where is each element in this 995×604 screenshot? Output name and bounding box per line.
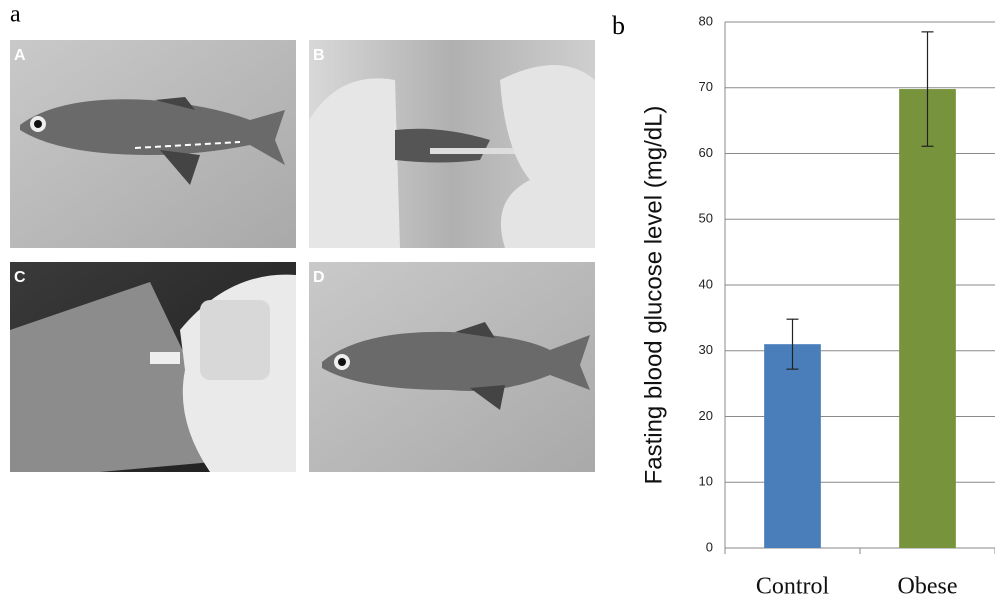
photo-label: D [313, 269, 325, 286]
photo [10, 40, 296, 248]
y-tick-label: 80 [699, 13, 713, 28]
photo [309, 40, 595, 248]
figure-canvas: a b A B C D 0 10 20 30 40 50 60 70 80 Fasting blood g… [0, 0, 995, 604]
panel-letter: b [612, 11, 625, 40]
photo-label: B [313, 47, 325, 64]
photo [309, 262, 595, 472]
y-tick-label: 60 [699, 145, 713, 160]
y-tick-label: 40 [699, 276, 713, 291]
photo-label: A [14, 47, 26, 64]
figure: a b A B C D 0 10 20 30 40 50 60 70 80 Fasting blood g… [0, 0, 995, 604]
y-tick-label: 50 [699, 211, 713, 226]
x-tick-label: Control [756, 574, 830, 600]
y-tick-label: 20 [699, 408, 713, 423]
x-tick-label: Obese [898, 574, 958, 600]
y-axis-label: Fasting blood glucose level (mg/dL) [640, 106, 667, 485]
bar [764, 344, 821, 548]
y-tick-label: 70 [699, 79, 713, 94]
bar [899, 89, 956, 548]
panel-letter: a [10, 2, 21, 28]
photo [10, 262, 296, 472]
y-tick-label: 10 [699, 474, 713, 489]
y-tick-label: 30 [699, 342, 713, 357]
photo-label: C [14, 269, 26, 286]
y-tick-label: 0 [706, 539, 713, 554]
